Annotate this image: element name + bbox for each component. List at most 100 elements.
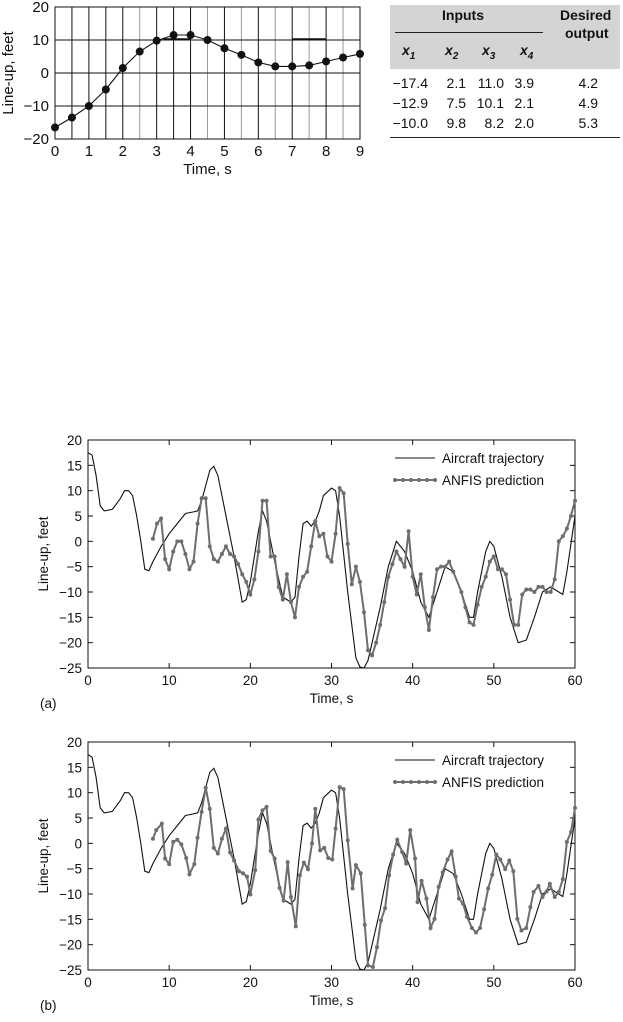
anfis-prediction-point (277, 885, 282, 890)
anfis-prediction-point (478, 925, 483, 930)
anfis-prediction-point (280, 597, 285, 602)
legend-marker (401, 780, 405, 784)
desired-output-header-2: output (565, 25, 609, 41)
y-tick-label: 20 (32, 0, 49, 16)
anfis-prediction-point (240, 572, 245, 577)
anfis-prediction-point (195, 835, 200, 840)
data-point (254, 58, 263, 67)
legend-marker (417, 780, 421, 784)
anfis-prediction-point (219, 836, 224, 841)
aircraft-trajectory-line (87, 452, 576, 669)
anfis-prediction-point (179, 539, 184, 544)
anfis-prediction-point (207, 806, 212, 811)
y-tick-label: −15 (59, 912, 82, 927)
anfis-prediction-point (449, 849, 454, 854)
anfis-prediction-point (288, 600, 293, 605)
input-cell: 2.0 (514, 115, 534, 131)
anfis-prediction-point (260, 498, 265, 503)
y-tick-label: 5 (74, 509, 82, 524)
anfis-prediction-point (391, 852, 396, 857)
anfis-prediction-point (382, 600, 387, 605)
anfis-prediction-point (422, 605, 427, 610)
anfis-prediction-point (536, 584, 541, 589)
anfis-prediction-point (260, 808, 265, 813)
anfis-prediction-point (317, 534, 322, 539)
anfis-prediction-point (410, 574, 415, 579)
x-tick-label: 20 (243, 975, 258, 990)
anfis-prediction-point (443, 564, 448, 569)
input-cell: 3.9 (514, 75, 534, 91)
input-cell: 10.1 (476, 95, 504, 111)
y-tick-label: −5 (67, 560, 82, 575)
anfis-prediction-point (524, 925, 529, 930)
anfis-prediction-point (184, 856, 189, 861)
anfis-prediction-point (159, 516, 164, 521)
input-cell: −12.9 (392, 95, 428, 111)
anfis-prediction-point (540, 895, 545, 900)
anfis-prediction-point (256, 817, 261, 822)
anfis-prediction-point (292, 615, 297, 620)
x-tick-label: 5 (220, 143, 228, 160)
data-point (339, 53, 348, 62)
anfis-prediction-point (544, 590, 549, 594)
anfis-prediction-point (175, 837, 180, 842)
anfis-prediction-point (171, 549, 176, 554)
anfis-prediction-point (301, 860, 306, 865)
anfis-prediction-point (337, 785, 342, 790)
anfis-prediction-point (556, 539, 561, 544)
y-axis-label: Line-up, feet (36, 516, 51, 591)
anfis-prediction-point (415, 900, 420, 905)
anfis-prediction-point (309, 544, 314, 549)
x-tick-label: 6 (254, 143, 262, 160)
legend-marker (425, 478, 429, 482)
x-tick-label: 60 (567, 673, 582, 688)
anfis-prediction-point (463, 605, 468, 610)
anfis-prediction-point (418, 572, 423, 577)
y-tick-label: 20 (67, 735, 82, 750)
x-axis-label: Time, s (183, 161, 232, 178)
anfis-prediction-point (199, 809, 204, 814)
col-x2: x2 (445, 42, 459, 62)
anfis-prediction-point (552, 577, 557, 582)
anfis-prediction-point (508, 597, 513, 602)
desired-output-header-1: Desired (560, 7, 612, 23)
anfis-prediction-point (203, 785, 208, 790)
anfis-prediction-point (511, 869, 516, 874)
anfis-prediction-point (245, 874, 250, 879)
table-row: −17.4 2.1 11.0 3.9 4.2 (390, 75, 620, 95)
panel-label: (b) (40, 998, 57, 1013)
anfis-prediction-point (374, 945, 379, 950)
anfis-prediction-point (284, 572, 289, 577)
anfis-prediction-point (187, 567, 192, 572)
anfis-prediction-point (413, 856, 418, 861)
anfis-prediction-point (447, 559, 452, 564)
y-tick-label: 5 (74, 811, 82, 826)
anfis-prediction-point (387, 873, 392, 878)
y-tick-label: 15 (67, 458, 82, 473)
anfis-prediction-point (341, 787, 346, 792)
legend-marker (425, 780, 429, 784)
data-point (322, 57, 331, 66)
anfis-prediction-point (487, 559, 492, 564)
table-row: −10.0 9.8 8.2 2.0 5.3 (390, 115, 620, 135)
anfis-prediction-point (556, 889, 561, 894)
anfis-prediction-point (330, 857, 335, 862)
input-cell: 7.5 (446, 95, 466, 111)
anfis-prediction-point (297, 873, 302, 878)
anfis-prediction-point (374, 640, 379, 645)
anfis-prediction-point (353, 863, 358, 868)
data-point (288, 62, 297, 71)
y-tick-label: −10 (24, 98, 49, 115)
anfis-prediction-point (504, 572, 509, 577)
y-axis-label: Line-up, feet (36, 818, 51, 893)
anfis-prediction-point (272, 856, 277, 861)
anfis-prediction-point (483, 574, 488, 579)
y-tick-label: −5 (67, 862, 82, 877)
anfis-prediction-point (524, 587, 529, 592)
anfis-prediction-point (154, 521, 159, 526)
anfis-prediction-point (370, 964, 375, 969)
legend-marker (409, 478, 413, 482)
data-point (356, 49, 364, 58)
anfis-prediction-point (345, 541, 350, 546)
data-point (169, 31, 178, 40)
